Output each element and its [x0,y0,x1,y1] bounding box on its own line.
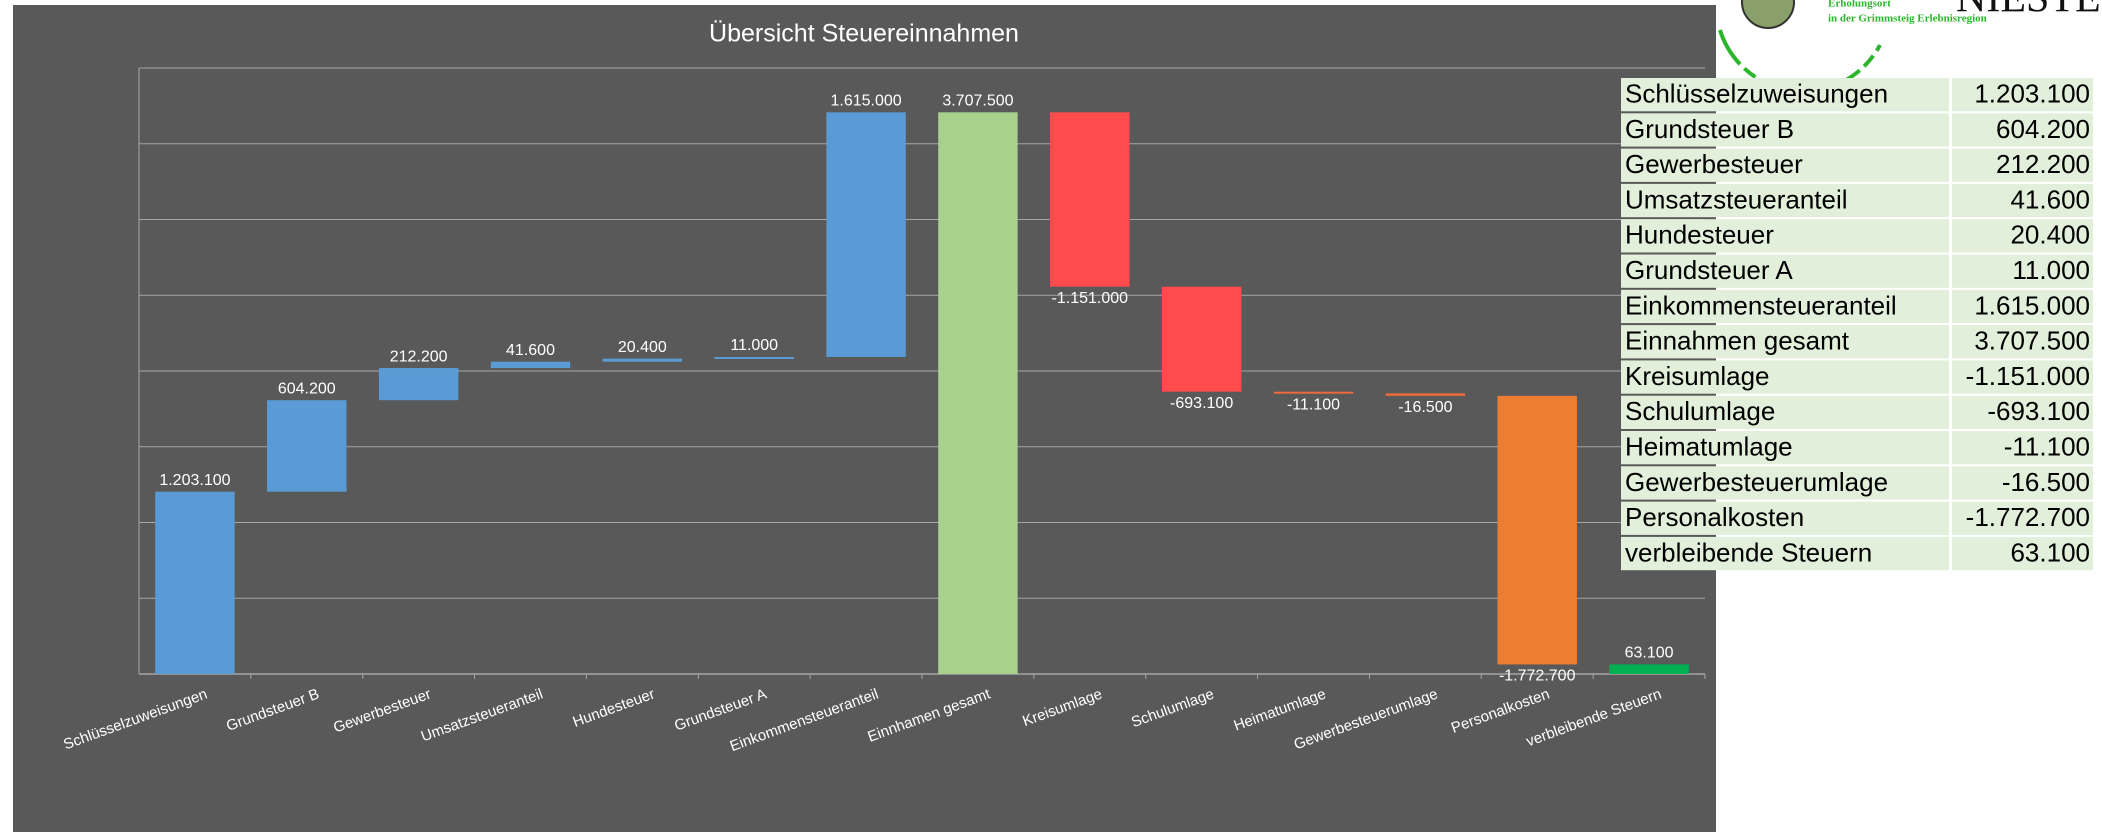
bar [602,358,683,362]
table-value: -11.100 [2004,432,2090,462]
bar [267,400,347,492]
table-cell [1952,360,2093,394]
data-label: 3.707.500 [942,93,1013,110]
table-cell [1952,536,2093,571]
table-value: 41.600 [2010,184,2090,214]
table-value: 11.000 [2012,255,2090,285]
table-value: -1.772.700 [1966,502,2090,532]
bar [1609,664,1689,674]
table-cell [1952,501,2093,535]
table-cell [1621,466,1949,500]
table-cell [1952,431,2093,465]
table-label: Personalkosten [1625,502,1804,532]
table-value: 1.203.100 [1974,79,2090,109]
table-cell [1621,113,1949,147]
table-cell [1952,325,2093,359]
table-cell [1952,183,2093,218]
table-label: Umsatzsteueranteil [1625,184,1848,214]
table-label: Schlüsselzuweisungen [1625,79,1888,109]
data-label: 1.615.000 [830,93,901,110]
table-cell [1621,183,1949,218]
bar [1273,391,1354,394]
table-cell [1621,501,1949,535]
table-cell [1621,289,1949,324]
bar [490,361,571,369]
data-label: 41.600 [506,342,555,359]
table-value: -693.100 [1987,396,2090,426]
table-label: Einkommensteueranteil [1625,290,1897,320]
table-label: verbleibende Steuern [1625,537,1872,567]
table-cell [1621,148,1949,182]
table-cell [1621,431,1949,465]
table-label: Hundesteuer [1625,220,1774,250]
logo: Erholungsort in der Grimmsteig Erlebnisr… [1718,0,2101,94]
table-cell [1952,289,2093,324]
table-value: 1.615.000 [1974,290,2090,320]
value-table: Schlüsselzuweisungen 1.203.100 Grundsteuer… [1621,78,2093,571]
table-label: Gewerbesteuerumlage [1625,467,1888,497]
table-label: Heimatumlage [1625,432,1793,462]
logo-emblem [1741,0,1795,29]
data-label: 63.100 [1625,645,1674,662]
data-label: -1.772.700 [1499,668,1576,685]
table-cell [1621,325,1949,359]
data-label: 212.200 [390,348,448,365]
bar [1161,286,1242,392]
table-value: 3.707.500 [1974,326,2090,356]
table-cell [1952,219,2093,253]
table-cell [1952,113,2093,147]
table-cell [1621,536,1949,571]
data-label: -1.151.000 [1052,290,1129,307]
table-cell [1621,78,1949,112]
bar [155,491,235,674]
table-cell [1952,254,2093,288]
logo-name: NIESTE [1956,0,2101,22]
table-value: 604.200 [1996,114,2090,144]
logo-tagline: in der Grimmsteig Erlebnisregion [1828,13,1987,25]
data-label: -693.100 [1170,395,1233,412]
data-label: 1.203.100 [159,472,230,489]
table-cell [1952,395,2093,429]
bar [1385,393,1466,396]
table-label: Schulumlage [1625,396,1775,426]
bar [378,368,459,401]
table-value: -16.500 [2002,467,2090,497]
bar [938,112,1018,675]
logo-tagline: Erholungsort [1828,0,1891,10]
table-cell [1621,360,1949,394]
table-cell [1952,148,2093,182]
table-label: Grundsteuer A [1625,255,1793,285]
table-value: 20.400 [2010,220,2090,250]
table-value: -1.151.000 [1966,361,2090,391]
bar [1497,395,1577,665]
table-cell [1621,254,1949,288]
bar [1050,112,1130,287]
table-cell [1952,78,2093,112]
data-label: 11.000 [730,337,778,354]
table-cell [1952,466,2093,500]
table-label: Grundsteuer B [1625,114,1794,144]
table-cell [1621,219,1949,253]
table-value: 212.200 [1996,149,2090,179]
data-label: -11.100 [1287,397,1340,414]
chart-title: Übersicht Steuereinnahmen [709,20,1019,48]
data-label: 20.400 [618,339,667,356]
data-label: 604.200 [278,380,336,397]
table-value: 63.100 [2010,537,2090,567]
table-label: Kreisumlage [1625,361,1770,391]
table-cell [1621,395,1949,429]
bar [826,112,906,357]
table-label: Gewerbesteuer [1625,149,1803,179]
bar [714,356,794,359]
data-label: -16.500 [1398,399,1452,416]
table-label: Einnahmen gesamt [1625,326,1850,356]
